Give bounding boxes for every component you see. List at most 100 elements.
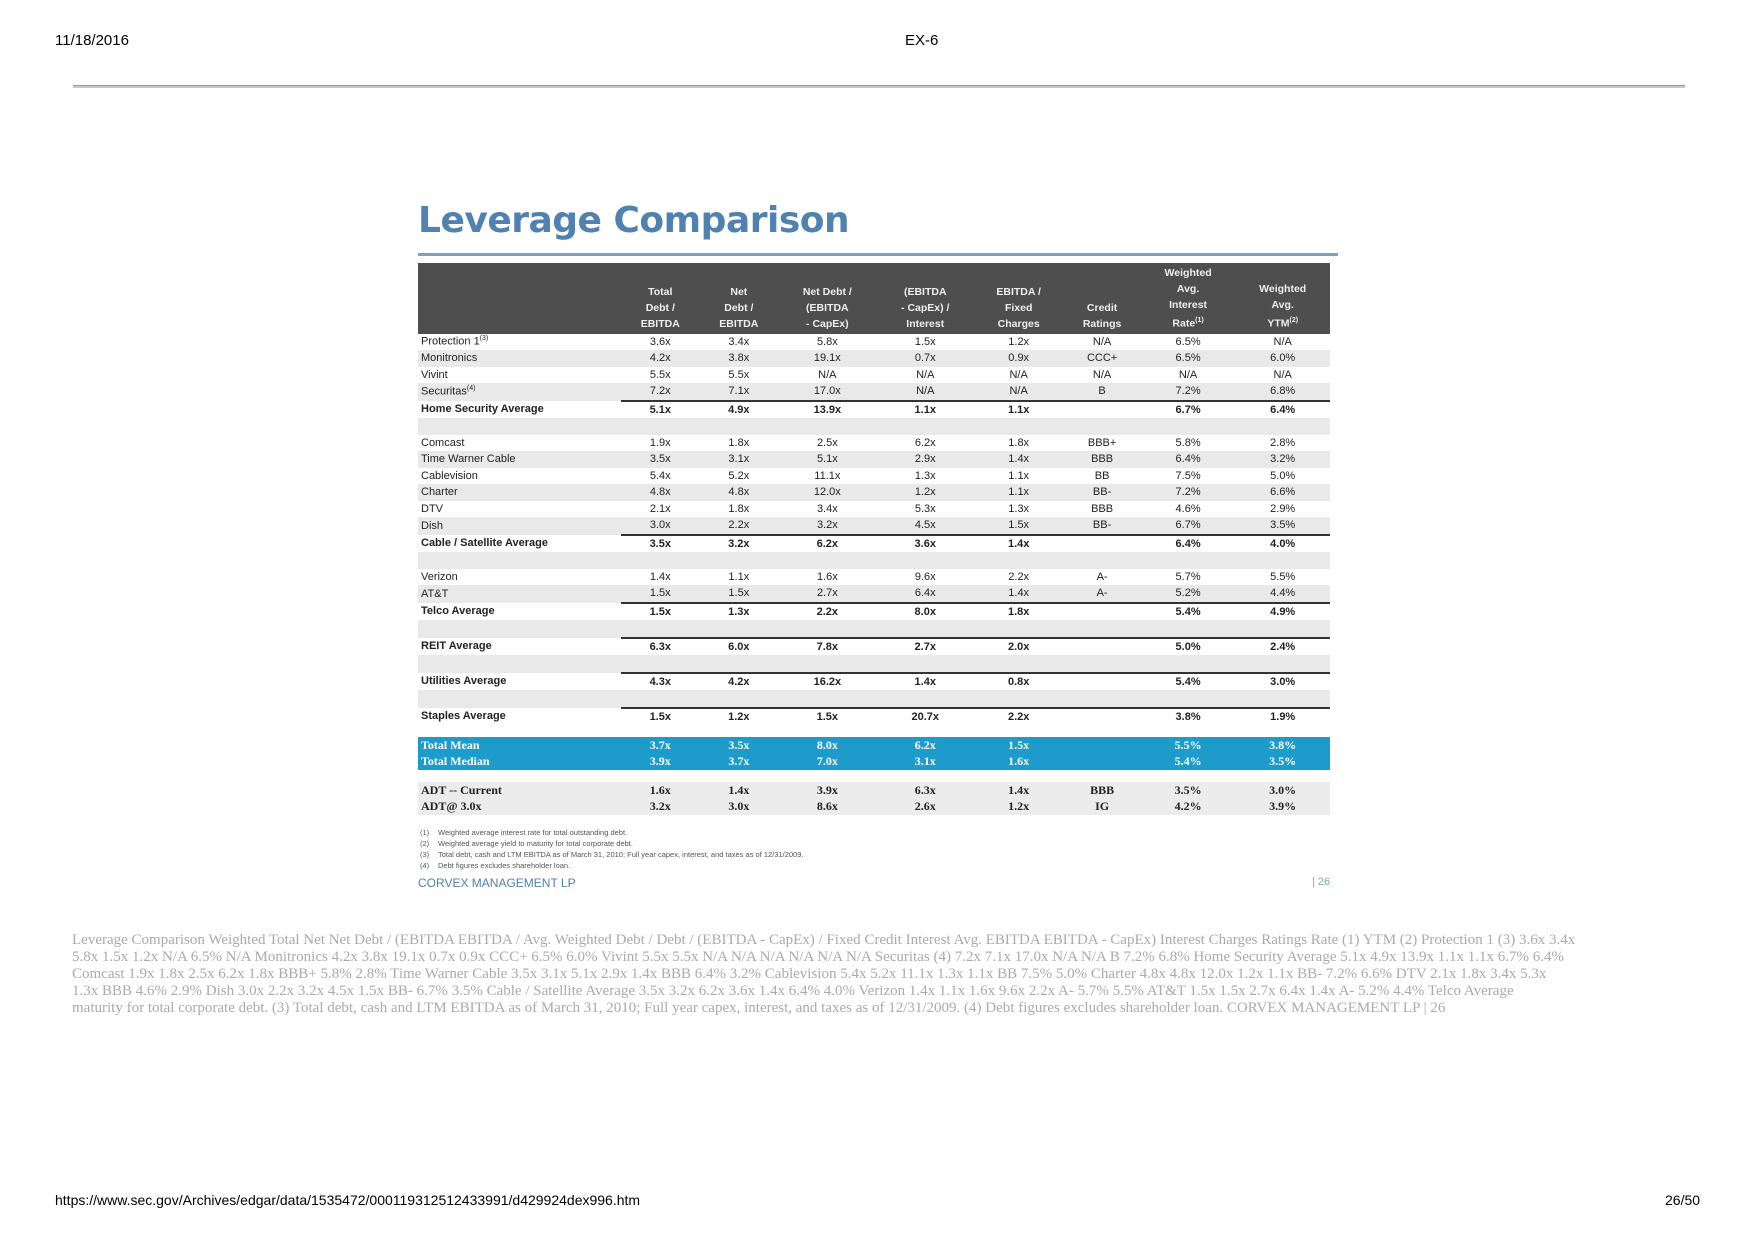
table-cell: 4.8x (699, 484, 779, 501)
table-cell: 1.6x (973, 753, 1064, 770)
table-cell: 5.1x (621, 399, 700, 418)
row-label-text: Telco Average (421, 605, 495, 618)
table-cell: N/A (1009, 368, 1028, 381)
table-cell: 5.2x (728, 469, 750, 482)
ocr-text-line: 1.3x BBB 4.6% 2.9% Dish 3.0x 2.2x 3.2x 4… (72, 983, 1514, 999)
row-label-text: Charter (421, 486, 458, 499)
source-url-link[interactable]: https://www.sec.gov/Archives/edgar/data/… (55, 1192, 641, 1208)
row-label: Charter (418, 484, 621, 501)
row-label: Comcast (418, 435, 621, 452)
empty-cell (621, 655, 700, 673)
empty-cell (778, 655, 877, 673)
row-label: Utilities Average (418, 673, 621, 691)
empty-cell (1140, 620, 1236, 638)
table-cell: 20.7x (876, 706, 974, 725)
table-cell: 6.5% (1140, 350, 1236, 367)
row-label: REIT Average (418, 638, 621, 656)
row-label-text: ADT -- Current (421, 782, 502, 797)
table-cell: 6.4% (1140, 451, 1236, 468)
table-cell: 1.5x (699, 585, 779, 603)
column-header: (EBITDA - CapEx) / Interest (876, 263, 974, 334)
print-date: 11/18/2016 (55, 32, 129, 49)
table-cell: 1.4x (649, 570, 671, 583)
footnote-text: Debt figures excludes shareholder loan. (438, 861, 571, 870)
empty-cell (699, 655, 779, 673)
table-cell: 1.5x (621, 601, 700, 620)
table-row: Utilities Average 4.3x 4.2x 16.2x 1.4x 0.8x 5.… (418, 671, 1330, 691)
table-cell: A- (1063, 585, 1141, 603)
table-cell: 1.5x (778, 706, 877, 725)
table-cell: 6.7% (1140, 399, 1236, 418)
page-count: 26/50 (1665, 1192, 1701, 1208)
empty-cell (1063, 770, 1140, 782)
table-cell: 7.0x (778, 753, 877, 770)
table-row (418, 655, 1330, 673)
table-cell: 1.4x (699, 782, 779, 799)
table-cell: BB (1094, 469, 1110, 482)
table-cell: 3.1x (876, 753, 974, 770)
row-label-text: DTV (421, 502, 443, 515)
row-label-text: Utilities Average (421, 675, 507, 688)
table-cell: 5.4% (1140, 753, 1236, 770)
row-label: Protection 1(3) (418, 334, 621, 351)
table-cell: 1.9% (1235, 706, 1330, 725)
empty-cell (973, 655, 1064, 673)
table-cell: 6.2x (876, 737, 974, 754)
empty-cell (1063, 620, 1141, 638)
table-cell: 17.0x (778, 383, 877, 401)
footnote-number: (1) (420, 828, 430, 837)
table-cell: 1.6x (816, 570, 838, 583)
footnote-ref: (4) (466, 385, 476, 393)
table-cell: 2.4% (1235, 636, 1330, 655)
table-cell: 1.4x (973, 451, 1064, 468)
table-cell (1063, 737, 1141, 754)
table-cell: 6.0x (699, 636, 779, 655)
table-row: Time Warner Cable 3.5x 3.1x 5.1x 2.9x 1.4x BBB… (418, 451, 1330, 468)
column-header-line: Charges (997, 317, 1040, 330)
row-label-text: Protection 1 (421, 336, 480, 349)
table-cell: 5.8x (816, 335, 838, 348)
table-row: Vivint 5.5x 5.5x N/A N/A N/A N/A N/A N/A (418, 367, 1330, 384)
table-cell: BBB (1063, 451, 1141, 468)
row-label: Cablevision (418, 468, 621, 485)
table-cell: BBB (1091, 502, 1114, 515)
empty-cell (778, 770, 877, 782)
footnote-number: (4) (420, 861, 430, 870)
column-header-line: (EBITDA (806, 301, 849, 314)
row-label: Telco Average (418, 603, 621, 621)
table-cell: 3.4x (728, 335, 750, 348)
empty-cell (1063, 655, 1141, 673)
empty-cell (621, 418, 700, 435)
table-row: AT&T 1.5x 1.5x 2.7x 6.4x 1.4x A- 5.2% 4.4% (418, 585, 1330, 603)
table-cell: 1.4x (973, 585, 1064, 603)
table-cell: 5.3x (914, 502, 936, 515)
table-row: Total Mean 3.7x 3.5x 8.0x 6.2x 1.5x 5.5% 3.8% (418, 737, 1330, 754)
table-cell: 5.5% (1140, 737, 1236, 754)
column-header-line: Debt / (724, 301, 754, 314)
table-cell: 1.1x (728, 570, 750, 583)
document-title: EX-6 (905, 32, 939, 49)
row-label-text: Cable / Satellite Average (421, 537, 548, 550)
table-cell: 3.8x (699, 350, 779, 367)
table-cell: 4.2% (1140, 798, 1236, 815)
table-row: Securitas(4) 7.2x 7.1x 17.0x N/A N/A B 7.2% 6.8% (418, 383, 1330, 401)
table-cell: 7.2% (1140, 383, 1236, 401)
table-cell: 1.5x (973, 737, 1064, 754)
row-label-text: REIT Average (421, 640, 492, 653)
table-cell: BBB (1063, 782, 1141, 799)
column-header: Credit Ratings (1063, 263, 1141, 334)
table-header-row: Total Debt / EBITDA Net Debt / EBITDA Net Debt… (418, 263, 1330, 334)
column-header-line: - CapEx) (806, 317, 849, 330)
table-cell (1063, 706, 1141, 725)
table-row: Verizon 1.4x 1.1x 1.6x 9.6x 2.2x A- 5.7% 5.5% (418, 569, 1330, 586)
table-cell: 2.7x (778, 585, 877, 603)
table-cell: 5.4x (649, 469, 671, 482)
empty-cell (1140, 418, 1236, 435)
row-label: DTV (418, 501, 621, 518)
table-cell: 2.9x (876, 451, 974, 468)
table-cell: 4.2x (621, 350, 700, 367)
row-label-text: Dish (421, 519, 444, 532)
column-header-line: EBITDA (640, 317, 680, 330)
footnote-number: (2) (420, 839, 430, 848)
column-header-line: EBITDA / (996, 285, 1041, 298)
